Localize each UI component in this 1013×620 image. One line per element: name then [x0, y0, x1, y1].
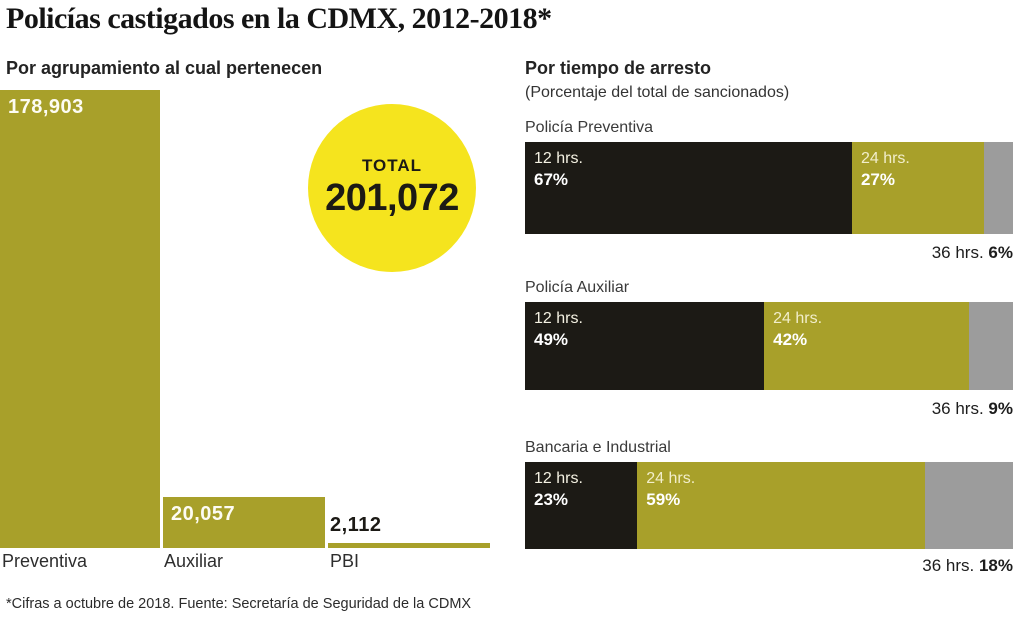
tail-label-36hrs: 36 hrs. 6%	[525, 243, 1013, 263]
tail-name: 36 hrs.	[922, 556, 975, 575]
segment-12hrs: 12 hrs. 49%	[525, 302, 765, 390]
segment-24hrs: 24 hrs. 42%	[764, 302, 970, 390]
category-label-pbi: PBI	[330, 551, 360, 571]
bar-auxiliar: 20,057	[163, 497, 325, 548]
segment-name: 12 hrs.	[534, 310, 583, 327]
tail-label-36hrs: 36 hrs. 9%	[525, 399, 1013, 419]
stacked-group-auxiliar: Policía Auxiliar 12 hrs. 49% 24 hrs. 42%…	[525, 279, 1013, 418]
bar-value-pbi: 2,112	[330, 514, 382, 536]
tail-pct: 6%	[988, 243, 1013, 262]
segment-name: 12 hrs.	[534, 150, 583, 167]
segment-pct: 27%	[860, 170, 895, 189]
stacked-group-bancaria: Bancaria e Industrial 12 hrs. 23% 24 hrs…	[525, 439, 1013, 575]
bar-preventiva: 178,903	[0, 90, 160, 548]
segment-pct: 42%	[773, 330, 808, 349]
stacked-bar: 12 hrs. 67% 24 hrs. 27%	[525, 142, 1013, 234]
bar-value-preventiva: 178,903	[8, 96, 84, 118]
segment-name: 24 hrs.	[860, 150, 910, 167]
segment-36hrs	[969, 302, 1013, 390]
right-chart-subtitle: Por tiempo de arresto	[525, 58, 712, 78]
bar-pbi	[328, 543, 490, 548]
tail-name: 36 hrs.	[931, 243, 984, 262]
tail-name: 36 hrs.	[931, 399, 984, 418]
segment-pct: 67%	[534, 170, 569, 189]
tail-label-36hrs: 36 hrs. 18%	[525, 556, 1013, 576]
group-label: Policía Preventiva	[525, 119, 654, 136]
total-badge-label: TOTAL	[361, 156, 423, 175]
segment-24hrs: 24 hrs. 27%	[851, 142, 984, 234]
left-bar-chart: 178,903 20,057 2,112	[0, 90, 492, 548]
segment-36hrs	[983, 142, 1013, 234]
left-chart-subtitle: Por agrupamiento al cual pertenecen	[6, 58, 323, 78]
segment-pct: 23%	[534, 490, 569, 509]
total-badge: TOTAL 201,072	[308, 104, 476, 272]
segment-pct: 59%	[646, 490, 681, 509]
segment-12hrs: 12 hrs. 23%	[525, 462, 638, 549]
segment-name: 24 hrs.	[646, 470, 696, 487]
stacked-bar: 12 hrs. 23% 24 hrs. 59%	[525, 462, 1013, 549]
source-footnote: *Cifras a octubre de 2018. Fuente: Secre…	[6, 596, 472, 612]
bar-column-pbi: 2,112	[328, 90, 490, 548]
segment-36hrs	[925, 462, 1013, 549]
group-label: Bancaria e Industrial	[525, 439, 671, 456]
segment-pct: 49%	[534, 330, 569, 349]
segment-12hrs: 12 hrs. 67%	[525, 142, 852, 234]
right-chart-note: (Porcentaje del total de sancionados)	[525, 84, 790, 101]
tail-pct: 18%	[978, 556, 1013, 575]
segment-name: 12 hrs.	[534, 470, 583, 487]
group-label: Policía Auxiliar	[525, 279, 630, 296]
bar-value-auxiliar: 20,057	[171, 503, 236, 525]
category-label-preventiva: Preventiva	[2, 551, 88, 571]
total-badge-value: 201,072	[325, 177, 459, 219]
page-title: Policías castigados en la CDMX, 2012-201…	[6, 2, 552, 35]
segment-24hrs: 24 hrs. 59%	[637, 462, 926, 549]
segment-name: 24 hrs.	[773, 310, 823, 327]
bar-column-preventiva: 178,903	[0, 90, 160, 548]
bar-column-auxiliar: 20,057	[163, 90, 325, 548]
stacked-group-preventiva: Policía Preventiva 12 hrs. 67% 24 hrs. 2…	[525, 119, 1013, 262]
tail-pct: 9%	[988, 399, 1013, 418]
stacked-bar: 12 hrs. 49% 24 hrs. 42%	[525, 302, 1013, 390]
category-label-auxiliar: Auxiliar	[164, 551, 224, 571]
